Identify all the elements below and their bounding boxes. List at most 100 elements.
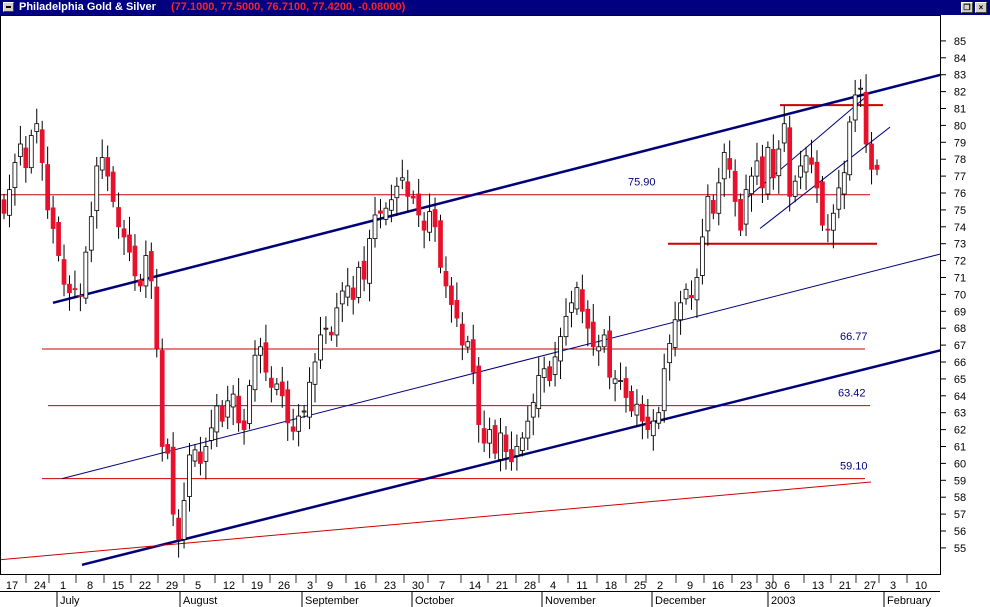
- x-axis: 17 24 1 8 15 22 29 5 12 19 26 3 9 16 23 30 7 14 21 28 4 11 18 2…: [0, 575, 940, 607]
- x-day-label: 15: [112, 580, 124, 592]
- x-day-label: 30: [765, 580, 777, 592]
- candle-down: [378, 210, 383, 214]
- candle-down: [67, 283, 72, 294]
- candle-down: [454, 300, 460, 319]
- candle-down: [421, 220, 427, 231]
- candle-up: [258, 346, 263, 356]
- candle-down: [645, 416, 651, 430]
- x-day-label: 2: [657, 580, 663, 592]
- x-day-label: 26: [278, 580, 290, 592]
- candle-up: [181, 500, 187, 540]
- y-tick-label: 63: [954, 408, 966, 420]
- ohlc-readout: (77.1000, 77.5000, 76.7100, 77.4200, -0.…: [171, 1, 406, 13]
- candle-up: [536, 375, 542, 410]
- candle-down: [39, 129, 45, 163]
- x-day-label: 7: [439, 580, 445, 592]
- candle-down: [1, 199, 7, 214]
- candle-down: [547, 366, 552, 381]
- candle-down: [629, 391, 634, 412]
- restore-button[interactable]: ❐: [961, 2, 973, 13]
- title-bar[interactable]: Philadelphia Gold & Silver (77.1000, 77.…: [0, 0, 990, 15]
- x-day-label: 25: [634, 580, 646, 592]
- y-tick-label: 79: [954, 137, 966, 149]
- x-day-label: 9: [687, 580, 693, 592]
- candle-up: [650, 420, 656, 437]
- candle-down: [820, 181, 825, 226]
- candle-up: [781, 123, 787, 144]
- candle-up: [383, 207, 389, 220]
- candle-up: [705, 195, 711, 232]
- long-term-trend-line: [0, 481, 872, 561]
- candle-up: [208, 427, 214, 441]
- candles: [1, 74, 880, 558]
- candle-up: [558, 336, 563, 362]
- x-day-label: 24: [34, 580, 46, 592]
- candle-up: [94, 165, 100, 211]
- candle-down: [459, 323, 465, 346]
- x-day-label: 30: [412, 580, 424, 592]
- candle-up: [427, 211, 432, 233]
- x-day-label: 1: [60, 580, 66, 592]
- candle-up: [841, 172, 847, 195]
- candle-down: [78, 295, 83, 297]
- level-label: 59.10: [840, 461, 868, 473]
- candle-down: [869, 143, 874, 170]
- candle-up: [721, 152, 727, 180]
- candle-down: [689, 295, 694, 299]
- candle-down: [329, 331, 334, 336]
- close-button[interactable]: ×: [975, 2, 987, 13]
- candle-down: [56, 222, 61, 256]
- candle-down: [738, 199, 743, 231]
- candle-up: [683, 288, 689, 300]
- wedge-lower-line: [759, 126, 891, 229]
- y-tick-label: 75: [954, 205, 966, 217]
- y-tick-label: 72: [954, 256, 966, 268]
- y-axis: 55 56 57 58 59 60 61 62 63 64 65 66 67 68 69 70 71 72 73 74…: [0, 15, 966, 575]
- candle-down: [579, 289, 585, 312]
- candle-up: [798, 165, 803, 178]
- candle-down: [809, 157, 814, 165]
- y-tick-label: 71: [954, 273, 966, 285]
- candle-down: [727, 158, 733, 170]
- x-day-label: 19: [251, 580, 263, 592]
- candle-up: [765, 146, 771, 195]
- candle-down: [481, 428, 487, 444]
- candle-up: [318, 334, 323, 361]
- candle-up: [372, 214, 378, 240]
- x-day-label: 6: [784, 580, 790, 592]
- candle-up: [541, 368, 547, 378]
- candle-down: [607, 330, 613, 378]
- candle-up: [525, 420, 531, 439]
- candle-up: [830, 212, 836, 231]
- candle-up: [498, 432, 503, 460]
- candle-down: [132, 245, 138, 277]
- y-tick-label: 67: [954, 340, 966, 352]
- x-day-label: 12: [223, 580, 235, 592]
- month-label: August: [183, 595, 217, 607]
- candle-up: [307, 381, 312, 418]
- candle-down: [416, 193, 422, 216]
- candle-up: [569, 302, 574, 313]
- month-label: 2003: [771, 595, 795, 607]
- candle-up: [694, 277, 700, 301]
- x-day-label: 16: [354, 580, 366, 592]
- candle-down: [105, 157, 111, 177]
- candle-down: [121, 228, 127, 238]
- x-day-label: 11: [576, 580, 587, 592]
- candle-up: [487, 429, 492, 444]
- candle-down: [45, 164, 51, 211]
- candle-up: [743, 189, 749, 225]
- candle-down: [50, 207, 56, 229]
- candle-down: [263, 342, 269, 373]
- y-tick-label: 60: [954, 458, 966, 470]
- y-tick-label: 74: [954, 222, 966, 234]
- candle-down: [438, 220, 443, 268]
- candle-down: [760, 156, 765, 189]
- candle-up: [803, 155, 809, 173]
- candle-down: [585, 308, 591, 329]
- window-title: Philadelphia Gold & Silver: [19, 1, 156, 13]
- system-menu-icon[interactable]: [3, 2, 14, 12]
- candle-up: [334, 307, 340, 336]
- candle-down: [863, 91, 869, 145]
- y-tick-label: 85: [954, 36, 966, 48]
